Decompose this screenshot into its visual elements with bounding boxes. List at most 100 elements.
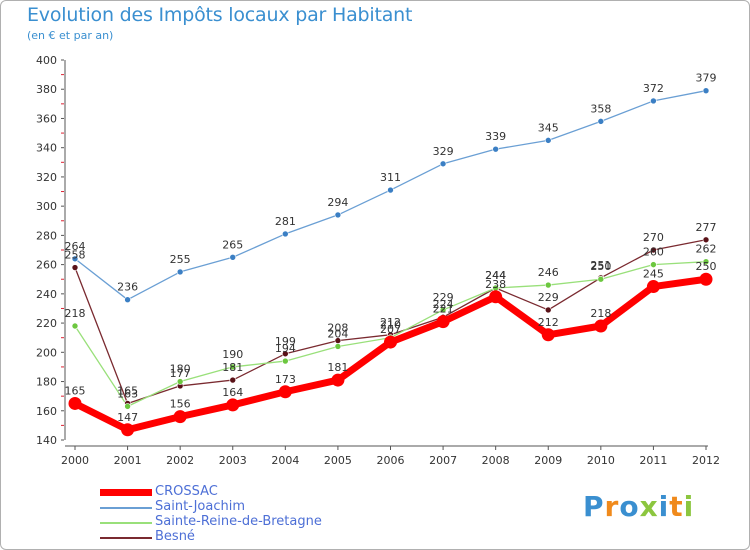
legend-label: Sainte-Reine-de-Bretagne (155, 514, 322, 529)
legend-item: Besné (100, 529, 420, 544)
data-point (71, 322, 79, 330)
data-point (278, 385, 292, 399)
data-label: 281 (275, 215, 296, 228)
chart-axes: 140 160 180 200 220 240 260 280 300 320 340 360 380 4… (36, 54, 720, 467)
data-label: 379 (696, 72, 717, 85)
legend-swatch (100, 489, 152, 496)
data-point (594, 319, 608, 333)
data-point (282, 357, 289, 365)
data-point (702, 258, 710, 265)
y-tick-label: 320 (36, 171, 57, 184)
legend-item: Saint-Joachim (100, 499, 420, 514)
logo-letter: i (683, 490, 695, 523)
data-label: 294 (327, 196, 348, 209)
x-tick-label: 2000 (61, 454, 89, 467)
chart-subtitle: (en € et par an) (27, 29, 114, 42)
data-label: 270 (643, 231, 664, 244)
data-label: 204 (327, 327, 348, 340)
legend-label: Besné (155, 529, 195, 544)
data-point (121, 423, 135, 437)
data-label: 177 (170, 367, 191, 380)
logo-letter: P (583, 490, 605, 523)
data-point (436, 315, 450, 329)
x-tick-label: 2011 (639, 454, 667, 467)
y-tick-label: 280 (36, 229, 57, 242)
data-point (331, 373, 345, 387)
data-label: 180 (170, 363, 191, 376)
data-point (541, 328, 555, 342)
x-tick-label: 2009 (534, 454, 562, 467)
data-label: 218 (590, 307, 611, 320)
legend-swatch (100, 537, 152, 539)
data-label: 246 (538, 266, 559, 279)
data-point (71, 255, 79, 263)
x-tick-label: 2012 (692, 454, 720, 467)
data-label: 244 (485, 269, 506, 282)
data-label: 207 (380, 323, 401, 336)
data-label: 229 (433, 291, 454, 304)
data-labels: 258 165 177 181 199 208 212 224 244 229 251 270 277 2… (65, 72, 717, 424)
data-label: 238 (485, 278, 506, 291)
data-label: 264 (65, 240, 86, 253)
legend-item: Sainte-Reine-de-Bretagne (100, 514, 420, 529)
proxiti-logo: Proxiti (583, 490, 694, 523)
y-tick-label: 240 (36, 288, 57, 301)
data-label: 210 (380, 319, 401, 332)
data-label: 250 (590, 260, 611, 273)
chart-title: Evolution des Impôts locaux par Habitant (27, 4, 413, 26)
data-label: 229 (538, 291, 559, 304)
data-point (282, 350, 289, 358)
data-label: 190 (222, 348, 243, 361)
data-label: 156 (170, 398, 191, 411)
data-point (597, 118, 605, 125)
data-point (650, 97, 657, 105)
y-tick-label: 300 (36, 200, 57, 213)
data-point (68, 396, 82, 410)
data-label: 250 (696, 260, 717, 273)
data-point (282, 230, 289, 238)
data-label: 245 (643, 268, 664, 281)
x-tick-label: 2001 (114, 454, 142, 467)
data-label: 212 (380, 316, 401, 329)
x-tick-label: 2004 (271, 454, 299, 467)
data-point (646, 280, 660, 294)
data-point (71, 264, 79, 271)
data-label: 165 (65, 384, 86, 397)
data-label: 329 (433, 145, 454, 158)
y-tick-label: 360 (36, 112, 57, 125)
data-label: 265 (222, 238, 243, 251)
data-point (229, 376, 237, 384)
x-tick-label: 2005 (324, 454, 352, 467)
data-label: 251 (590, 259, 611, 272)
y-tick-label: 200 (36, 346, 57, 359)
data-label: 165 (117, 384, 138, 397)
data-label: 339 (485, 130, 506, 143)
data-label: 218 (65, 307, 86, 320)
data-label: 255 (170, 253, 191, 266)
data-point (702, 236, 710, 244)
data-label: 277 (696, 221, 717, 234)
y-tick-label: 220 (36, 317, 57, 330)
data-point (439, 160, 447, 168)
data-label: 311 (380, 171, 401, 184)
legend-label: CROSSAC (155, 484, 218, 499)
data-point (229, 254, 237, 261)
x-tick-label: 2002 (166, 454, 194, 467)
y-tick-label: 260 (36, 259, 57, 272)
y-tick-label: 180 (36, 376, 57, 389)
x-tick-label: 2003 (219, 454, 247, 467)
y-tick-label: 140 (36, 434, 57, 447)
data-point (176, 268, 184, 276)
data-label: 358 (590, 102, 611, 115)
legend-label: Saint-Joachim (155, 499, 245, 514)
data-point (384, 335, 397, 349)
data-point (226, 398, 240, 412)
data-label: 163 (117, 387, 138, 400)
data-point (544, 137, 552, 144)
data-point (176, 378, 184, 385)
data-point (597, 275, 605, 283)
data-point (124, 403, 131, 410)
data-label: 212 (538, 316, 559, 329)
